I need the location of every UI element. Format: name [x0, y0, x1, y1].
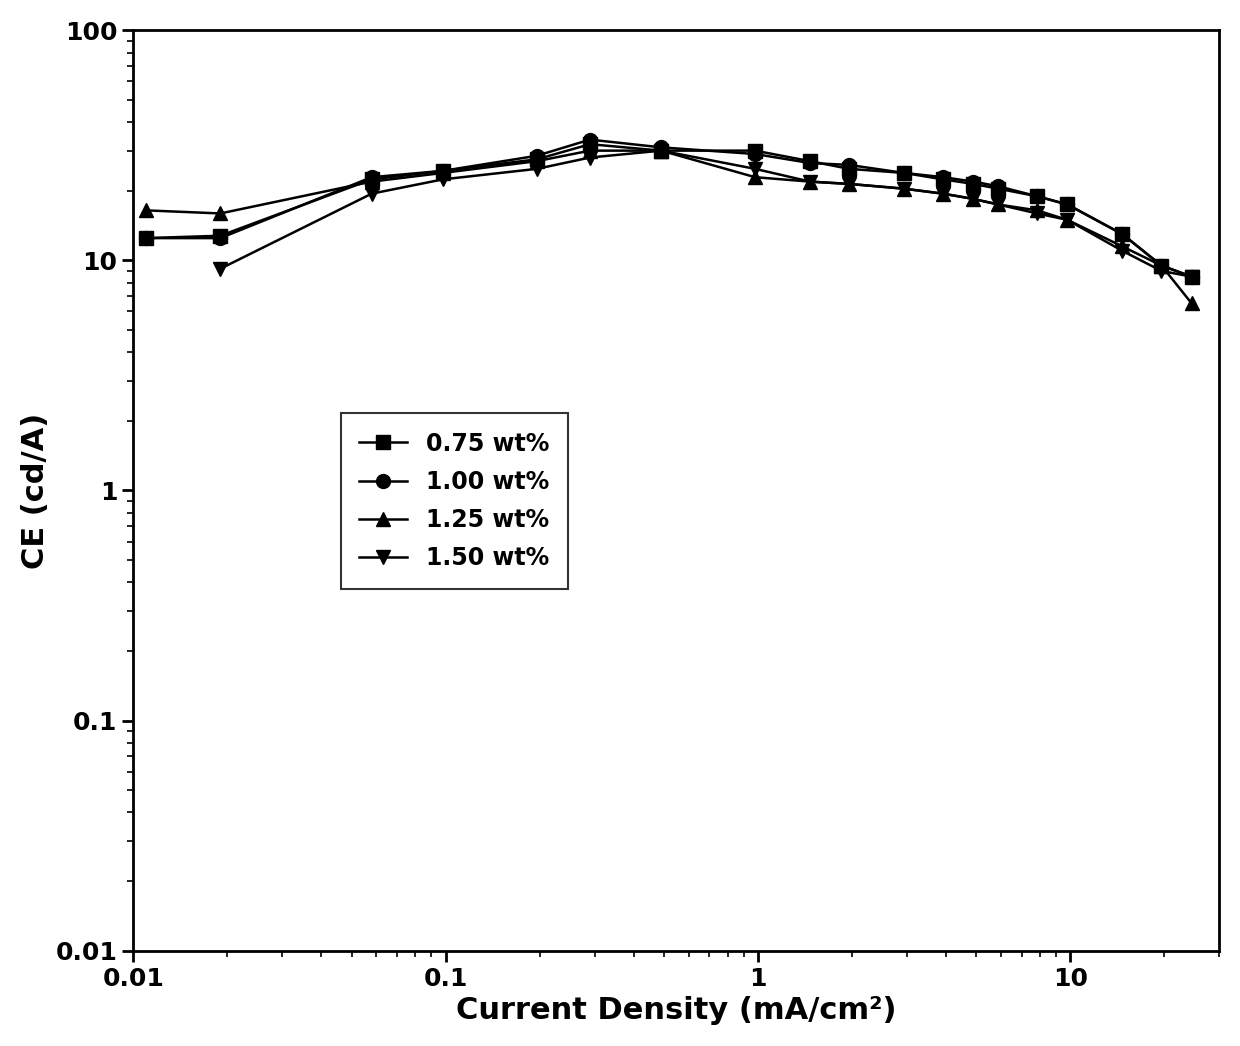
- X-axis label: Current Density (mA/cm²): Current Density (mA/cm²): [456, 996, 897, 1025]
- 1.50 wt%: [802, 176, 817, 188]
- 1.50 wt%: [213, 263, 228, 275]
- Legend: 0.75 wt%, 1.00 wt%, 1.25 wt%, 1.50 wt%: 0.75 wt%, 1.00 wt%, 1.25 wt%, 1.50 wt%: [341, 413, 568, 589]
- 1.25 wt%: [966, 192, 981, 205]
- 0.75 wt%: [435, 164, 450, 177]
- 1.25 wt%: [1154, 259, 1169, 272]
- 1.50 wt%: [1060, 213, 1075, 226]
- 1.50 wt%: [435, 173, 450, 185]
- 1.50 wt%: [1029, 207, 1044, 220]
- 0.75 wt%: [991, 182, 1006, 195]
- 1.25 wt%: [1115, 241, 1130, 253]
- 1.50 wt%: [1184, 270, 1199, 282]
- 1.25 wt%: [1184, 297, 1199, 310]
- 0.75 wt%: [213, 229, 228, 242]
- 0.75 wt%: [1029, 190, 1044, 203]
- 1.50 wt%: [842, 178, 857, 190]
- 0.75 wt%: [748, 144, 763, 157]
- Line: 0.75 wt%: 0.75 wt%: [139, 137, 1199, 283]
- 1.00 wt%: [213, 232, 228, 245]
- 0.75 wt%: [936, 173, 951, 185]
- 0.75 wt%: [1115, 228, 1130, 241]
- 1.25 wt%: [802, 176, 817, 188]
- 1.25 wt%: [897, 182, 911, 195]
- Line: 1.00 wt%: 1.00 wt%: [139, 133, 1199, 283]
- 0.75 wt%: [802, 155, 817, 167]
- Y-axis label: CE (cd/A): CE (cd/A): [21, 412, 50, 569]
- 0.75 wt%: [966, 178, 981, 190]
- 1.25 wt%: [1029, 204, 1044, 217]
- 1.00 wt%: [966, 176, 981, 188]
- 0.75 wt%: [897, 166, 911, 179]
- 1.50 wt%: [991, 198, 1006, 210]
- 1.00 wt%: [1029, 190, 1044, 203]
- 1.50 wt%: [583, 152, 598, 164]
- 1.25 wt%: [583, 144, 598, 157]
- 1.25 wt%: [435, 166, 450, 179]
- 0.75 wt%: [842, 162, 857, 175]
- 1.00 wt%: [897, 166, 911, 179]
- 0.75 wt%: [1060, 198, 1075, 210]
- 1.00 wt%: [1184, 270, 1199, 282]
- 1.50 wt%: [1115, 245, 1130, 257]
- 1.00 wt%: [936, 170, 951, 183]
- 1.25 wt%: [139, 204, 154, 217]
- 1.00 wt%: [748, 147, 763, 160]
- 0.75 wt%: [583, 138, 598, 151]
- 1.00 wt%: [1115, 228, 1130, 241]
- 1.50 wt%: [897, 182, 911, 195]
- 1.50 wt%: [966, 192, 981, 205]
- 1.00 wt%: [1154, 259, 1169, 272]
- 1.25 wt%: [748, 170, 763, 183]
- 1.00 wt%: [991, 180, 1006, 192]
- 1.00 wt%: [365, 170, 379, 183]
- 1.25 wt%: [529, 155, 544, 167]
- 0.75 wt%: [365, 173, 379, 185]
- 1.25 wt%: [842, 178, 857, 190]
- Line: 1.50 wt%: 1.50 wt%: [213, 143, 1199, 283]
- 1.25 wt%: [653, 144, 668, 157]
- 1.50 wt%: [365, 187, 379, 200]
- Line: 1.25 wt%: 1.25 wt%: [139, 143, 1199, 311]
- 1.00 wt%: [139, 232, 154, 245]
- 1.25 wt%: [1060, 213, 1075, 226]
- 1.50 wt%: [653, 144, 668, 157]
- 1.25 wt%: [365, 176, 379, 188]
- 0.75 wt%: [529, 153, 544, 165]
- 0.75 wt%: [1154, 259, 1169, 272]
- 1.00 wt%: [802, 157, 817, 169]
- 1.00 wt%: [435, 164, 450, 177]
- 1.25 wt%: [991, 198, 1006, 210]
- 1.00 wt%: [1060, 198, 1075, 210]
- 1.00 wt%: [583, 133, 598, 145]
- 1.50 wt%: [529, 162, 544, 175]
- 1.00 wt%: [842, 159, 857, 172]
- 1.50 wt%: [748, 162, 763, 175]
- 0.75 wt%: [139, 232, 154, 245]
- 1.50 wt%: [936, 187, 951, 200]
- 1.00 wt%: [529, 150, 544, 162]
- 1.25 wt%: [213, 207, 228, 220]
- 1.50 wt%: [1154, 265, 1169, 277]
- 1.00 wt%: [653, 141, 668, 154]
- 0.75 wt%: [1184, 270, 1199, 282]
- 0.75 wt%: [653, 144, 668, 157]
- 1.25 wt%: [936, 187, 951, 200]
